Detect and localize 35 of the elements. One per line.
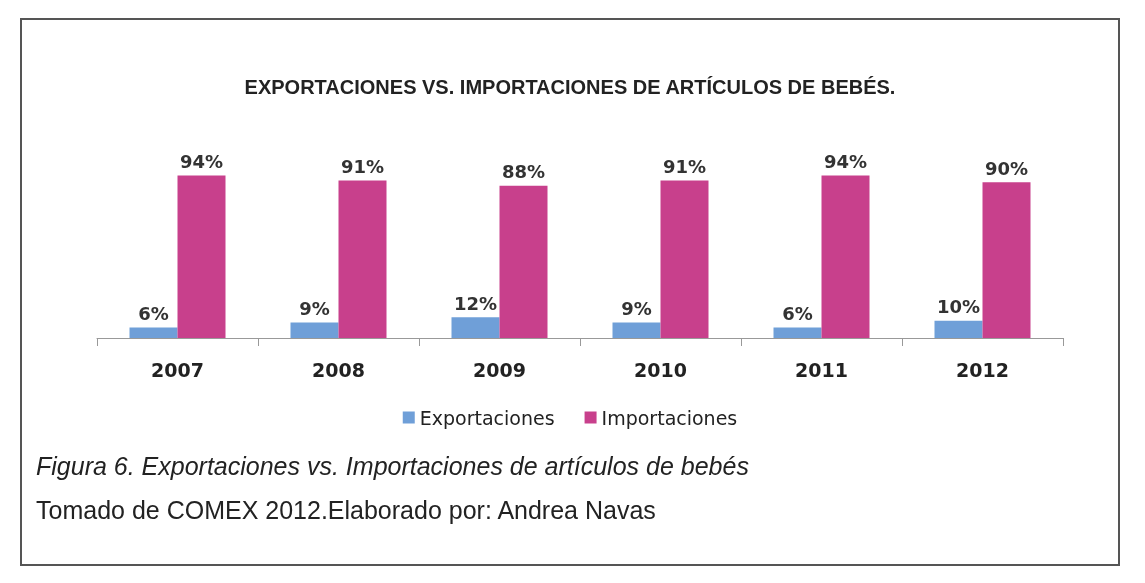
bar xyxy=(499,185,548,338)
legend-label: Importaciones xyxy=(601,406,738,429)
bar xyxy=(129,327,178,338)
data-label: 9% xyxy=(621,297,652,319)
bar xyxy=(660,180,709,338)
data-label: 91% xyxy=(662,156,707,178)
data-label: 9% xyxy=(299,297,330,319)
data-label: 90% xyxy=(984,157,1029,179)
data-label: 94% xyxy=(823,150,868,172)
legend-label: Exportaciones xyxy=(419,406,555,429)
bar xyxy=(982,182,1031,338)
data-label: 88% xyxy=(501,161,546,183)
x-tick-label: 2010 xyxy=(634,358,687,381)
x-tick-label: 2007 xyxy=(151,358,204,381)
x-tick-label: 2009 xyxy=(473,358,526,381)
data-label: 94% xyxy=(179,150,224,172)
x-tick-label: 2012 xyxy=(956,358,1009,381)
x-tick-label: 2011 xyxy=(795,358,848,381)
x-tick-label: 2008 xyxy=(312,358,365,381)
bar xyxy=(934,320,983,338)
data-label: 10% xyxy=(936,296,981,318)
data-label: 12% xyxy=(453,292,498,314)
bar xyxy=(177,175,226,338)
bar xyxy=(338,180,387,338)
data-label: 91% xyxy=(340,156,385,178)
text: Figura 6. Exportaciones vs. Importaciones de artículos de bebés xyxy=(36,451,749,482)
data-label: 6% xyxy=(782,303,813,325)
bar xyxy=(821,175,870,338)
bar xyxy=(773,327,822,338)
bar xyxy=(451,317,500,338)
data-label: 6% xyxy=(138,303,169,325)
bar xyxy=(290,322,339,338)
text: Tomado de COMEX 2012.Elaborado por: Andrea Navas xyxy=(36,495,657,526)
chart-title: EXPORTACIONES VS. IMPORTACIONES DE ARTÍCULOS DE BEBÉS. xyxy=(244,76,896,98)
bar xyxy=(612,322,661,338)
